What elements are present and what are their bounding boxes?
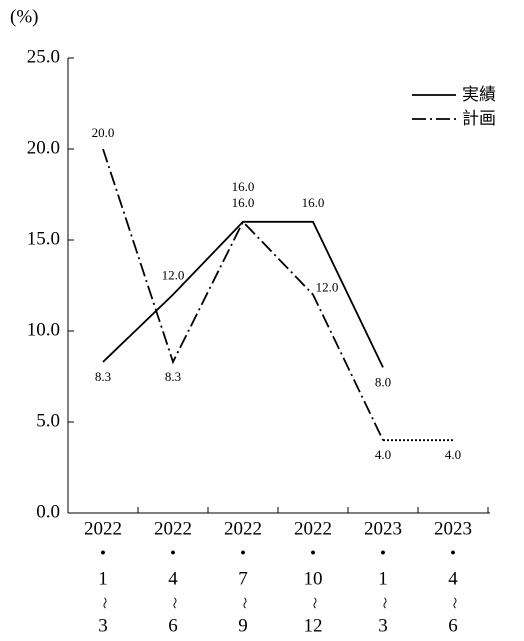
legend-label: 計画 bbox=[462, 109, 496, 129]
x-tick-label: ・ bbox=[303, 543, 322, 564]
value-label: 16.0 bbox=[232, 179, 255, 194]
value-label: 8.3 bbox=[95, 369, 111, 384]
value-label: 4.0 bbox=[445, 447, 461, 462]
x-tick-label: 〜 bbox=[97, 597, 111, 609]
value-label: 12.0 bbox=[162, 268, 185, 283]
x-tick-label: 9 bbox=[238, 615, 248, 636]
x-tick-label: 3 bbox=[378, 615, 388, 636]
x-tick-label: 〜 bbox=[307, 597, 321, 609]
value-label: 16.0 bbox=[232, 195, 255, 210]
value-label: 8.3 bbox=[165, 369, 181, 384]
x-tick-label: 2022 bbox=[224, 518, 262, 539]
x-tick-label: 3 bbox=[98, 615, 108, 636]
x-tick-label: 2022 bbox=[84, 518, 122, 539]
x-tick-label: ・ bbox=[373, 543, 392, 564]
x-tick-label: 2022 bbox=[154, 518, 192, 539]
value-label: 12.0 bbox=[316, 280, 339, 295]
y-axis-label: (%) bbox=[10, 6, 38, 27]
y-tick-label: 20.0 bbox=[27, 137, 60, 158]
value-label: 16.0 bbox=[302, 195, 325, 210]
x-tick-label: 6 bbox=[448, 615, 458, 636]
y-tick-label: 25.0 bbox=[27, 46, 60, 67]
value-label: 8.0 bbox=[375, 374, 391, 389]
y-tick-label: 5.0 bbox=[36, 410, 60, 431]
x-tick-label: 1 bbox=[378, 568, 388, 589]
y-tick-label: 0.0 bbox=[36, 501, 60, 522]
x-tick-label: 2023 bbox=[364, 518, 402, 539]
x-tick-label: ・ bbox=[93, 543, 112, 564]
x-tick-label: 12 bbox=[304, 615, 323, 636]
value-label: 4.0 bbox=[375, 447, 391, 462]
x-tick-label: 4 bbox=[168, 568, 178, 589]
x-tick-label: 〜 bbox=[447, 597, 461, 609]
x-tick-label: 〜 bbox=[237, 597, 251, 609]
x-tick-label: 〜 bbox=[377, 597, 391, 609]
x-tick-label: 〜 bbox=[167, 597, 181, 609]
series-line bbox=[102, 220, 384, 368]
legend-label: 実績 bbox=[462, 85, 496, 105]
x-tick-label: 2023 bbox=[434, 518, 472, 539]
x-tick-label: ・ bbox=[443, 543, 462, 564]
value-label: 20.0 bbox=[92, 125, 115, 140]
y-tick-label: 10.0 bbox=[27, 319, 60, 340]
x-tick-label: 4 bbox=[448, 568, 458, 589]
x-tick-label: 1 bbox=[98, 568, 108, 589]
x-tick-label: 2022 bbox=[294, 518, 332, 539]
x-tick-label: 6 bbox=[168, 615, 178, 636]
x-tick-label: 10 bbox=[304, 568, 323, 589]
y-tick-label: 15.0 bbox=[27, 228, 60, 249]
x-tick-label: ・ bbox=[163, 543, 182, 564]
series-line bbox=[102, 148, 384, 441]
x-tick-label: 7 bbox=[238, 568, 248, 589]
x-tick-label: ・ bbox=[233, 543, 252, 564]
